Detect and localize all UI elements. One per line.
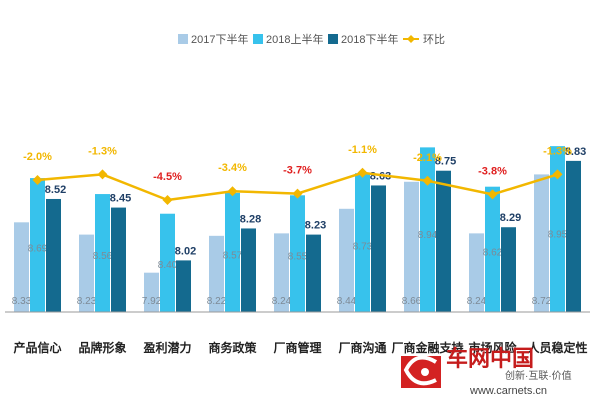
x-tick-label-5: 厂商管理 <box>273 340 321 355</box>
bar-1-8 <box>469 233 484 312</box>
data-label-3-9: 8.83 <box>565 146 586 158</box>
data-label-1-1: 8.33 <box>12 296 32 307</box>
x-tick-label-4: 商务政策 <box>208 340 257 355</box>
data-label-1-7: 8.66 <box>402 296 422 307</box>
data-label-3-3: 8.02 <box>175 245 196 257</box>
bar-1-1 <box>14 222 29 312</box>
x-tick-label-6: 厂商沟通 <box>338 340 386 355</box>
legend-swatch-2 <box>253 34 263 44</box>
bar-2-5 <box>290 195 305 312</box>
bar-2-7 <box>420 147 435 312</box>
bar-1-2 <box>79 234 94 312</box>
legend-marker-line <box>407 35 415 43</box>
data-label-2-2: 8.56 <box>93 251 113 262</box>
data-label-1-5: 8.24 <box>272 296 292 307</box>
legend-swatch-1 <box>178 34 188 44</box>
x-tick-label-1: 产品信心 <box>13 340 61 355</box>
legend-label-line: 环比 <box>423 33 445 46</box>
line-label-2: -1.3% <box>88 145 117 157</box>
data-label-3-1: 8.52 <box>45 184 66 196</box>
x-tick-label-8: 市场风险 <box>468 340 517 355</box>
bar-1-3 <box>144 272 159 312</box>
line-point-3 <box>162 195 173 205</box>
data-label-2-4: 8.57 <box>223 250 243 261</box>
line-point-2 <box>97 169 108 180</box>
bar-3-2 <box>111 207 126 312</box>
data-label-3-8: 8.29 <box>500 212 521 224</box>
data-label-1-9: 8.72 <box>532 296 552 307</box>
bar-2-3 <box>160 213 175 312</box>
legend-label-3: 2018下半年 <box>341 32 398 46</box>
line-label-6: -1.1% <box>348 144 377 156</box>
bar-2-6 <box>355 173 370 312</box>
line-point-8 <box>487 189 498 200</box>
data-label-3-4: 8.28 <box>240 213 261 225</box>
line-label-5: -3.7% <box>283 165 312 177</box>
line-point-4 <box>227 186 238 197</box>
bar-3-5 <box>306 234 321 312</box>
bar-3-6 <box>371 185 386 312</box>
bar-1-5 <box>274 233 289 312</box>
watermark-logo-text: 车网中国 <box>446 346 534 371</box>
legend: 2017下半年 2018上半年 2018下半年 环比 <box>178 32 445 46</box>
x-tick-label-9: 人员稳定性 <box>527 340 587 355</box>
legend-label-2: 2018上半年 <box>266 32 323 46</box>
line-label-9: -1.3% <box>543 145 572 157</box>
data-label-2-8: 8.62 <box>483 248 503 259</box>
data-label-2-3: 8.40 <box>158 260 178 271</box>
line-label-8: -3.8% <box>478 165 507 177</box>
data-label-3-7: 8.75 <box>435 156 456 168</box>
data-label-3-5: 8.23 <box>305 220 326 232</box>
line-label-7: -2.1% <box>413 152 442 164</box>
legend-swatch-3 <box>328 34 338 44</box>
line-point-1 <box>32 175 43 185</box>
bar-2-9 <box>550 146 565 312</box>
data-label-2-9: 8.95 <box>548 229 568 240</box>
bar-3-9 <box>566 160 581 312</box>
bar-1-4 <box>209 235 224 312</box>
data-label-1-6: 8.44 <box>337 296 357 307</box>
line-point-7 <box>422 175 433 186</box>
data-label-1-8: 8.24 <box>467 296 487 307</box>
watermark-logo-icon <box>401 355 441 388</box>
x-tick-label-3: 盈利潜力 <box>142 340 191 355</box>
watermark: 车网中国 创新·互联·价值 www.carnets.cn <box>401 346 572 397</box>
watermark-url: www.carnets.cn <box>469 385 547 397</box>
legend-label-1: 2017下半年 <box>191 32 248 46</box>
bar-2-1 <box>30 178 45 312</box>
data-label-3-2: 8.45 <box>110 193 131 205</box>
bars-group: 8.33 8.69 8.52 8.23 8.56 8.45 7.92 8.40 8.02 8.22… <box>12 146 586 312</box>
bar-3-1 <box>46 198 61 312</box>
bar-3-8 <box>501 227 516 312</box>
line-label-3: -4.5% <box>153 171 182 183</box>
bar-2-8 <box>485 186 500 312</box>
bar-1-6 <box>339 208 354 312</box>
bar-3-4 <box>241 228 256 312</box>
line-point-9 <box>552 169 563 180</box>
data-label-2-7: 8.94 <box>418 230 438 241</box>
bar-1-7 <box>404 181 419 312</box>
bar-2-4 <box>225 192 240 312</box>
line-group: -2.0% -1.3% -4.5% -3.4% -3.7% -1.1% -2.1% -3.8%… <box>23 144 572 205</box>
x-tick-label-7: 厂商金融支持 <box>391 340 463 355</box>
data-label-2-5: 8.55 <box>288 251 308 262</box>
data-label-2-1: 8.69 <box>28 244 48 255</box>
line-point-6 <box>357 167 368 178</box>
line-point-5 <box>292 188 303 199</box>
data-label-1-3: 7.92 <box>142 296 162 307</box>
data-label-1-4: 8.22 <box>207 296 227 307</box>
bar-1-9 <box>534 174 549 312</box>
x-tick-label-2: 品牌形象 <box>78 340 126 355</box>
data-label-2-6: 8.73 <box>353 242 373 253</box>
bar-3-3 <box>176 260 191 312</box>
data-label-1-2: 8.23 <box>77 296 97 307</box>
line-label-4: -3.4% <box>218 162 247 174</box>
watermark-sub-text: 创新·互联·价值 <box>505 369 572 382</box>
bar-3-7 <box>436 170 451 312</box>
bar-2-2 <box>95 194 110 312</box>
x-ticks: 产品信心 品牌形象 盈利潜力 商务政策 厂商管理 厂商沟通 厂商金融支持 市场风险 人员稳定性 <box>13 340 587 355</box>
line-label-1: -2.0% <box>23 151 52 163</box>
